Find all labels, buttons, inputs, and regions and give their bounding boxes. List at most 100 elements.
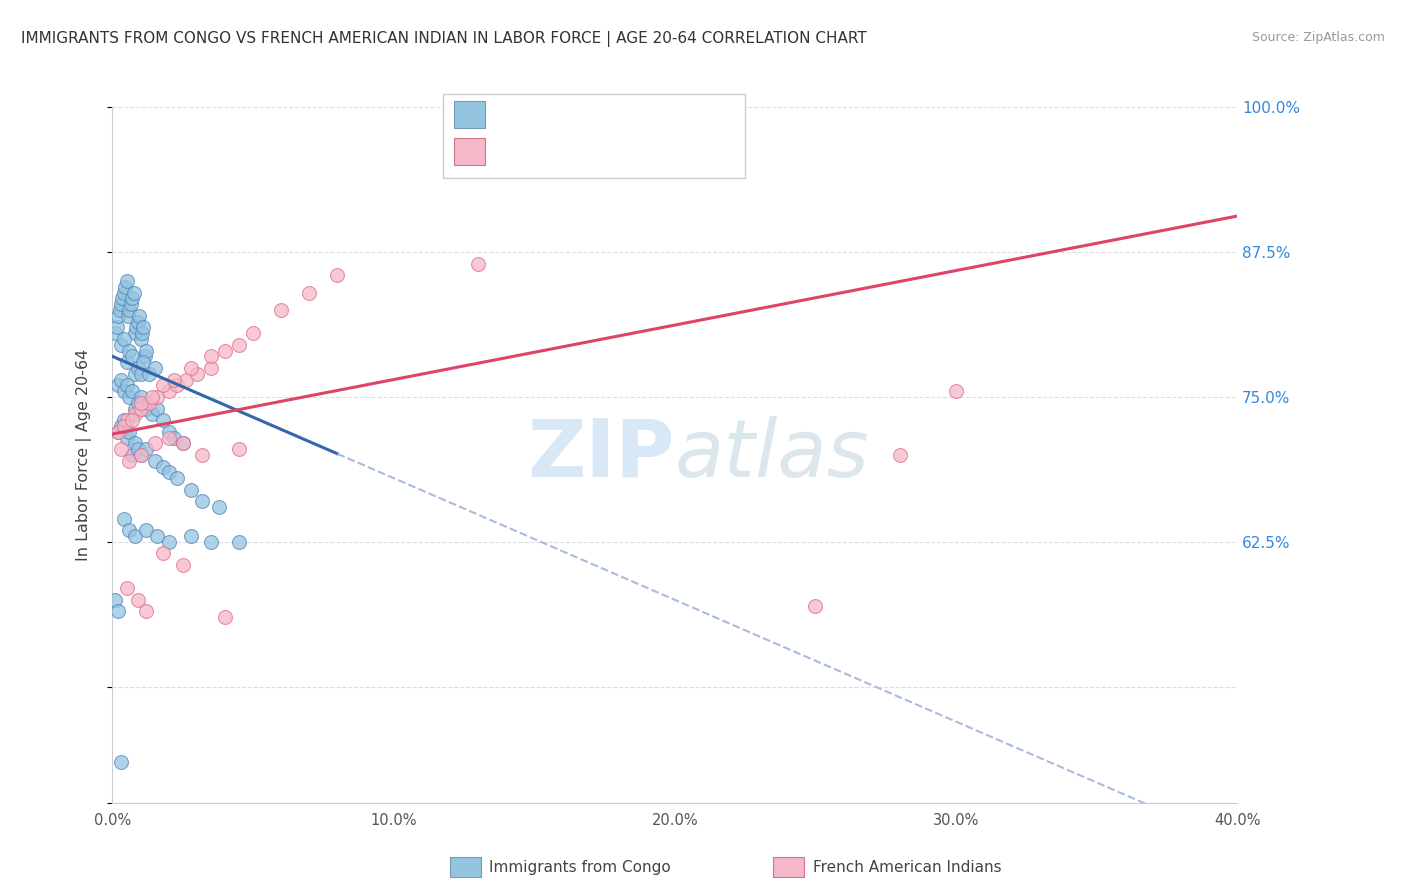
Point	[121, 413, 143, 427]
Point	[110, 418, 132, 433]
Point	[889, 448, 911, 462]
Text: 0.305: 0.305	[536, 142, 588, 160]
Point	[124, 436, 146, 450]
Point	[110, 442, 132, 456]
Point	[242, 326, 264, 340]
Point	[104, 326, 127, 340]
Point	[146, 401, 169, 416]
Point	[174, 372, 197, 386]
Point	[180, 529, 202, 543]
Point	[129, 367, 152, 381]
Point	[124, 367, 146, 381]
Text: Immigrants from Congo: Immigrants from Congo	[489, 860, 671, 874]
Point	[157, 465, 180, 479]
Point	[186, 367, 208, 381]
Point	[135, 605, 157, 619]
Point	[129, 448, 152, 462]
Point	[138, 395, 160, 409]
Point	[208, 500, 231, 514]
Point	[118, 302, 141, 317]
Point	[200, 349, 222, 363]
Point	[270, 302, 292, 317]
Point	[107, 309, 129, 323]
Point	[107, 378, 129, 392]
Point	[135, 523, 157, 537]
Point	[129, 390, 152, 404]
Point	[121, 291, 143, 305]
Point	[112, 511, 135, 525]
Point	[125, 320, 148, 334]
Text: IMMIGRANTS FROM CONGO VS FRENCH AMERICAN INDIAN IN LABOR FORCE | AGE 20-64 CORRE: IMMIGRANTS FROM CONGO VS FRENCH AMERICAN…	[21, 31, 868, 47]
Point	[326, 268, 349, 282]
Point	[129, 332, 152, 346]
Point	[157, 534, 180, 549]
Point	[112, 418, 135, 433]
Point	[228, 337, 250, 351]
Point	[122, 285, 145, 300]
Point	[124, 529, 146, 543]
Point	[127, 592, 149, 607]
Point	[105, 320, 128, 334]
Point	[152, 378, 174, 392]
Point	[114, 279, 136, 293]
Point	[172, 558, 194, 573]
Point	[214, 610, 236, 624]
Text: 43: 43	[651, 142, 672, 160]
Point	[121, 384, 143, 398]
Point	[120, 297, 142, 311]
Point	[129, 395, 152, 409]
Point	[135, 343, 157, 358]
Point	[152, 413, 174, 427]
Point	[107, 605, 129, 619]
Point	[298, 285, 321, 300]
Point	[804, 599, 827, 613]
Point	[228, 534, 250, 549]
Point	[228, 442, 250, 456]
Point	[172, 436, 194, 450]
Point	[135, 401, 157, 416]
Point	[163, 372, 186, 386]
Point	[118, 390, 141, 404]
Text: French American Indians: French American Indians	[813, 860, 1001, 874]
Point	[112, 384, 135, 398]
Point	[157, 384, 180, 398]
Point	[115, 430, 138, 444]
Point	[111, 291, 134, 305]
Y-axis label: In Labor Force | Age 20-64: In Labor Force | Age 20-64	[76, 349, 91, 561]
Point	[118, 523, 141, 537]
Point	[128, 309, 150, 323]
Point	[127, 314, 149, 328]
Point	[127, 395, 149, 409]
Point	[180, 483, 202, 497]
Point	[124, 401, 146, 416]
Point	[166, 378, 188, 392]
Text: ZIP: ZIP	[527, 416, 675, 494]
Point	[112, 285, 135, 300]
Point	[127, 360, 149, 375]
Text: N =: N =	[612, 142, 659, 160]
Point	[163, 430, 186, 444]
Text: 79: 79	[651, 104, 672, 122]
Point	[143, 360, 166, 375]
Point	[112, 332, 135, 346]
Point	[115, 582, 138, 596]
Point	[191, 448, 214, 462]
Point	[157, 430, 180, 444]
Point	[121, 448, 143, 462]
Point	[110, 297, 132, 311]
Point	[152, 546, 174, 560]
Point	[110, 337, 132, 351]
Point	[117, 309, 139, 323]
Point	[172, 436, 194, 450]
Text: atlas: atlas	[675, 416, 870, 494]
Point	[121, 349, 143, 363]
Point	[115, 274, 138, 288]
Point	[157, 425, 180, 439]
Text: R =: R =	[496, 142, 533, 160]
Point	[108, 302, 131, 317]
Point	[143, 436, 166, 450]
Point	[467, 256, 489, 270]
Point	[107, 425, 129, 439]
Point	[115, 378, 138, 392]
Point	[112, 413, 135, 427]
